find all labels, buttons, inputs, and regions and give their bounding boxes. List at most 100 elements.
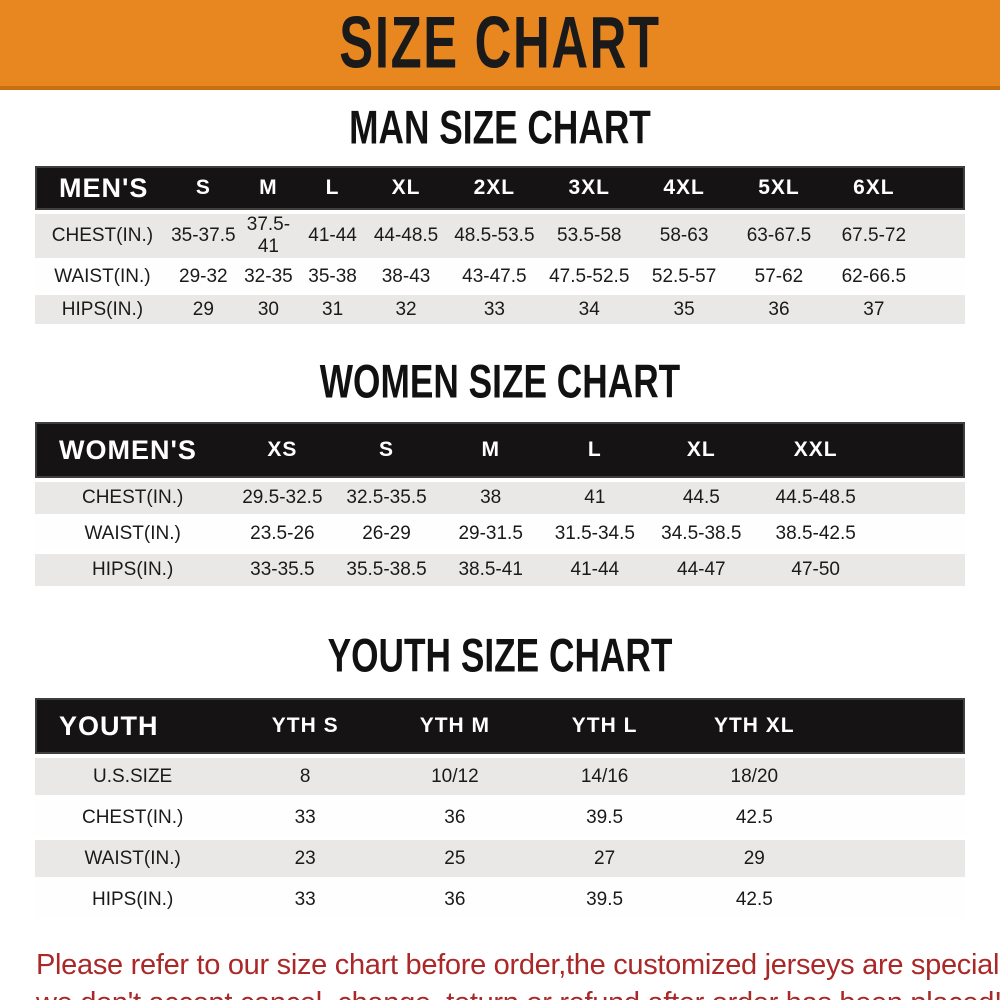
size-value: 32.5-35.5 (346, 487, 427, 508)
size-value: 30 (257, 298, 279, 320)
size-value: 58-63 (659, 225, 709, 246)
size-column-header: XS (230, 422, 335, 478)
table-header-row: WOMEN'S XS S M L XL XXL (35, 422, 965, 478)
row-spacer-cell (829, 799, 965, 836)
size-value: 41 (584, 487, 606, 508)
measurement-row: CHEST(IN.) 33 36 39.5 42.5 (35, 799, 965, 836)
measurement-label: CHEST(IN.) (81, 806, 184, 828)
measurement-label: HIPS(IN.) (92, 888, 174, 910)
size-column-header: M (438, 422, 543, 478)
table-group-label: YOUTH (35, 698, 231, 754)
size-value: 33 (294, 888, 316, 910)
size-value: 35 (673, 298, 695, 320)
size-value: 35-37.5 (171, 225, 236, 246)
size-column-header: XL (646, 422, 756, 478)
footer-notice: Please refer to our size chart before or… (36, 946, 1000, 1000)
row-spacer-cell (829, 840, 965, 877)
size-column-header: 6XL (826, 166, 922, 210)
measurement-label: CHEST(IN.) (81, 487, 184, 508)
size-table: YOUTH YTH S YTH M YTH L YTH XL U.S.SIZE 8 10/12… (35, 694, 965, 922)
size-value: 18/20 (730, 765, 779, 787)
banner: SIZE CHART (0, 0, 1000, 90)
size-column-header: 4XL (636, 166, 732, 210)
measurement-row: HIPS(IN.) 33-35.5 35.5-38.5 38.5-41 41-44 44-… (35, 554, 965, 586)
size-value: 52.5-57 (651, 265, 717, 287)
size-value: 36 (444, 888, 466, 910)
size-value: 8 (299, 765, 311, 787)
section-women-size-chart: WOMEN SIZE CHART WOMEN'S XS S M L XL XXL CHEST(I… (0, 355, 1000, 590)
measurement-label: CHEST(IN.) (51, 225, 154, 246)
measurement-label: HIPS(IN.) (92, 559, 174, 580)
size-value: 44-48.5 (373, 225, 439, 246)
measurement-row: WAIST(IN.) 23 25 27 29 (35, 840, 965, 877)
notice-line-2: we don't accept cancel, change, teturn o… (36, 984, 1000, 1000)
size-value: 31 (322, 298, 344, 320)
size-value: 39.5 (586, 806, 624, 828)
size-value: 23.5-26 (250, 523, 315, 544)
size-column-header: 3XL (541, 166, 637, 210)
row-spacer-cell (921, 295, 965, 324)
row-spacer-cell (876, 518, 965, 550)
measurement-label: HIPS(IN.) (61, 298, 144, 320)
size-value: 42.5 (735, 806, 773, 828)
size-value: 38.5-41 (458, 559, 523, 580)
size-value: 27 (594, 847, 616, 869)
section-youth-size-chart: YOUTH SIZE CHART YOUTH YTH S YTH M YTH L YTH … (0, 629, 1000, 922)
size-value: 34.5-38.5 (661, 523, 742, 544)
table-header-row: MEN'S S M L XL 2XL 3XL 4XL 5XL 6XL (35, 166, 965, 210)
row-spacer-cell (921, 262, 965, 291)
size-column-header: 5XL (731, 166, 827, 210)
size-value: 32 (395, 298, 417, 320)
size-table: MEN'S S M L XL 2XL 3XL 4XL 5XL 6XL CHEST(IN.) 35-37… (35, 162, 965, 328)
size-column-header: YTH M (380, 698, 530, 754)
measurement-row: WAIST(IN.) 23.5-26 26-29 29-31.5 31.5-34.5 34… (35, 518, 965, 550)
size-value: 29-31.5 (458, 523, 523, 544)
size-column-header: YTH S (230, 698, 381, 754)
row-spacer-cell (921, 214, 965, 258)
table-header-row: YOUTH YTH S YTH M YTH L YTH XL (35, 698, 965, 754)
size-value: 44.5 (682, 487, 720, 508)
size-value: 63-67.5 (746, 225, 812, 246)
size-value: 29 (192, 298, 214, 320)
size-value: 25 (444, 847, 466, 869)
measurement-row: HIPS(IN.) 33 36 39.5 42.5 (35, 881, 965, 918)
size-value: 47.5-52.5 (549, 265, 630, 287)
size-value: 39.5 (586, 888, 624, 910)
size-value: 10/12 (431, 765, 479, 787)
table-group-label: MEN'S (35, 166, 170, 210)
row-spacer-cell (829, 758, 965, 795)
size-column-header: XL (365, 166, 447, 210)
size-value: 35-38 (308, 265, 357, 287)
measurement-label: WAIST(IN.) (54, 265, 151, 287)
size-column-header: 2XL (446, 166, 542, 210)
size-value: 36 (444, 806, 466, 828)
measurement-row: CHEST(IN.) 29.5-32.5 32.5-35.5 38 41 44.5 44.5… (35, 482, 965, 514)
section-title: YOUTH SIZE CHART (327, 629, 673, 683)
size-value: 41-44 (570, 559, 620, 580)
size-value: 23 (294, 847, 316, 869)
size-value: 34 (578, 298, 600, 320)
measurement-row: HIPS(IN.) 29 30 31 32 33 34 35 36 37 (35, 295, 965, 324)
row-spacer-cell (876, 482, 965, 514)
section-title: WOMEN SIZE CHART (319, 355, 681, 409)
measurement-label: WAIST(IN.) (84, 523, 181, 544)
row-spacer-cell (829, 881, 965, 918)
size-value: 35.5-38.5 (346, 559, 427, 580)
size-value: 53.5-58 (557, 225, 622, 246)
size-column-header: S (169, 166, 237, 210)
size-chart-sections: MAN SIZE CHART MEN'S S M L XL 2XL 3XL 4XL 5XL 6XL C… (0, 102, 1000, 922)
size-column-header: M (236, 166, 301, 210)
banner-title: SIZE CHART (339, 2, 661, 84)
table-group-label: WOMEN'S (35, 422, 231, 478)
size-column-header: YTH L (529, 698, 680, 754)
size-value: 67.5-72 (841, 225, 907, 246)
size-value: 29-32 (179, 265, 228, 287)
size-value: 29.5-32.5 (242, 487, 323, 508)
size-value: 62-66.5 (841, 265, 907, 287)
size-column-header: XXL (755, 422, 876, 478)
size-value: 42.5 (735, 888, 773, 910)
size-value: 32-35 (244, 265, 293, 287)
size-value: 38-43 (381, 265, 431, 287)
measurement-label: WAIST(IN.) (84, 847, 181, 869)
